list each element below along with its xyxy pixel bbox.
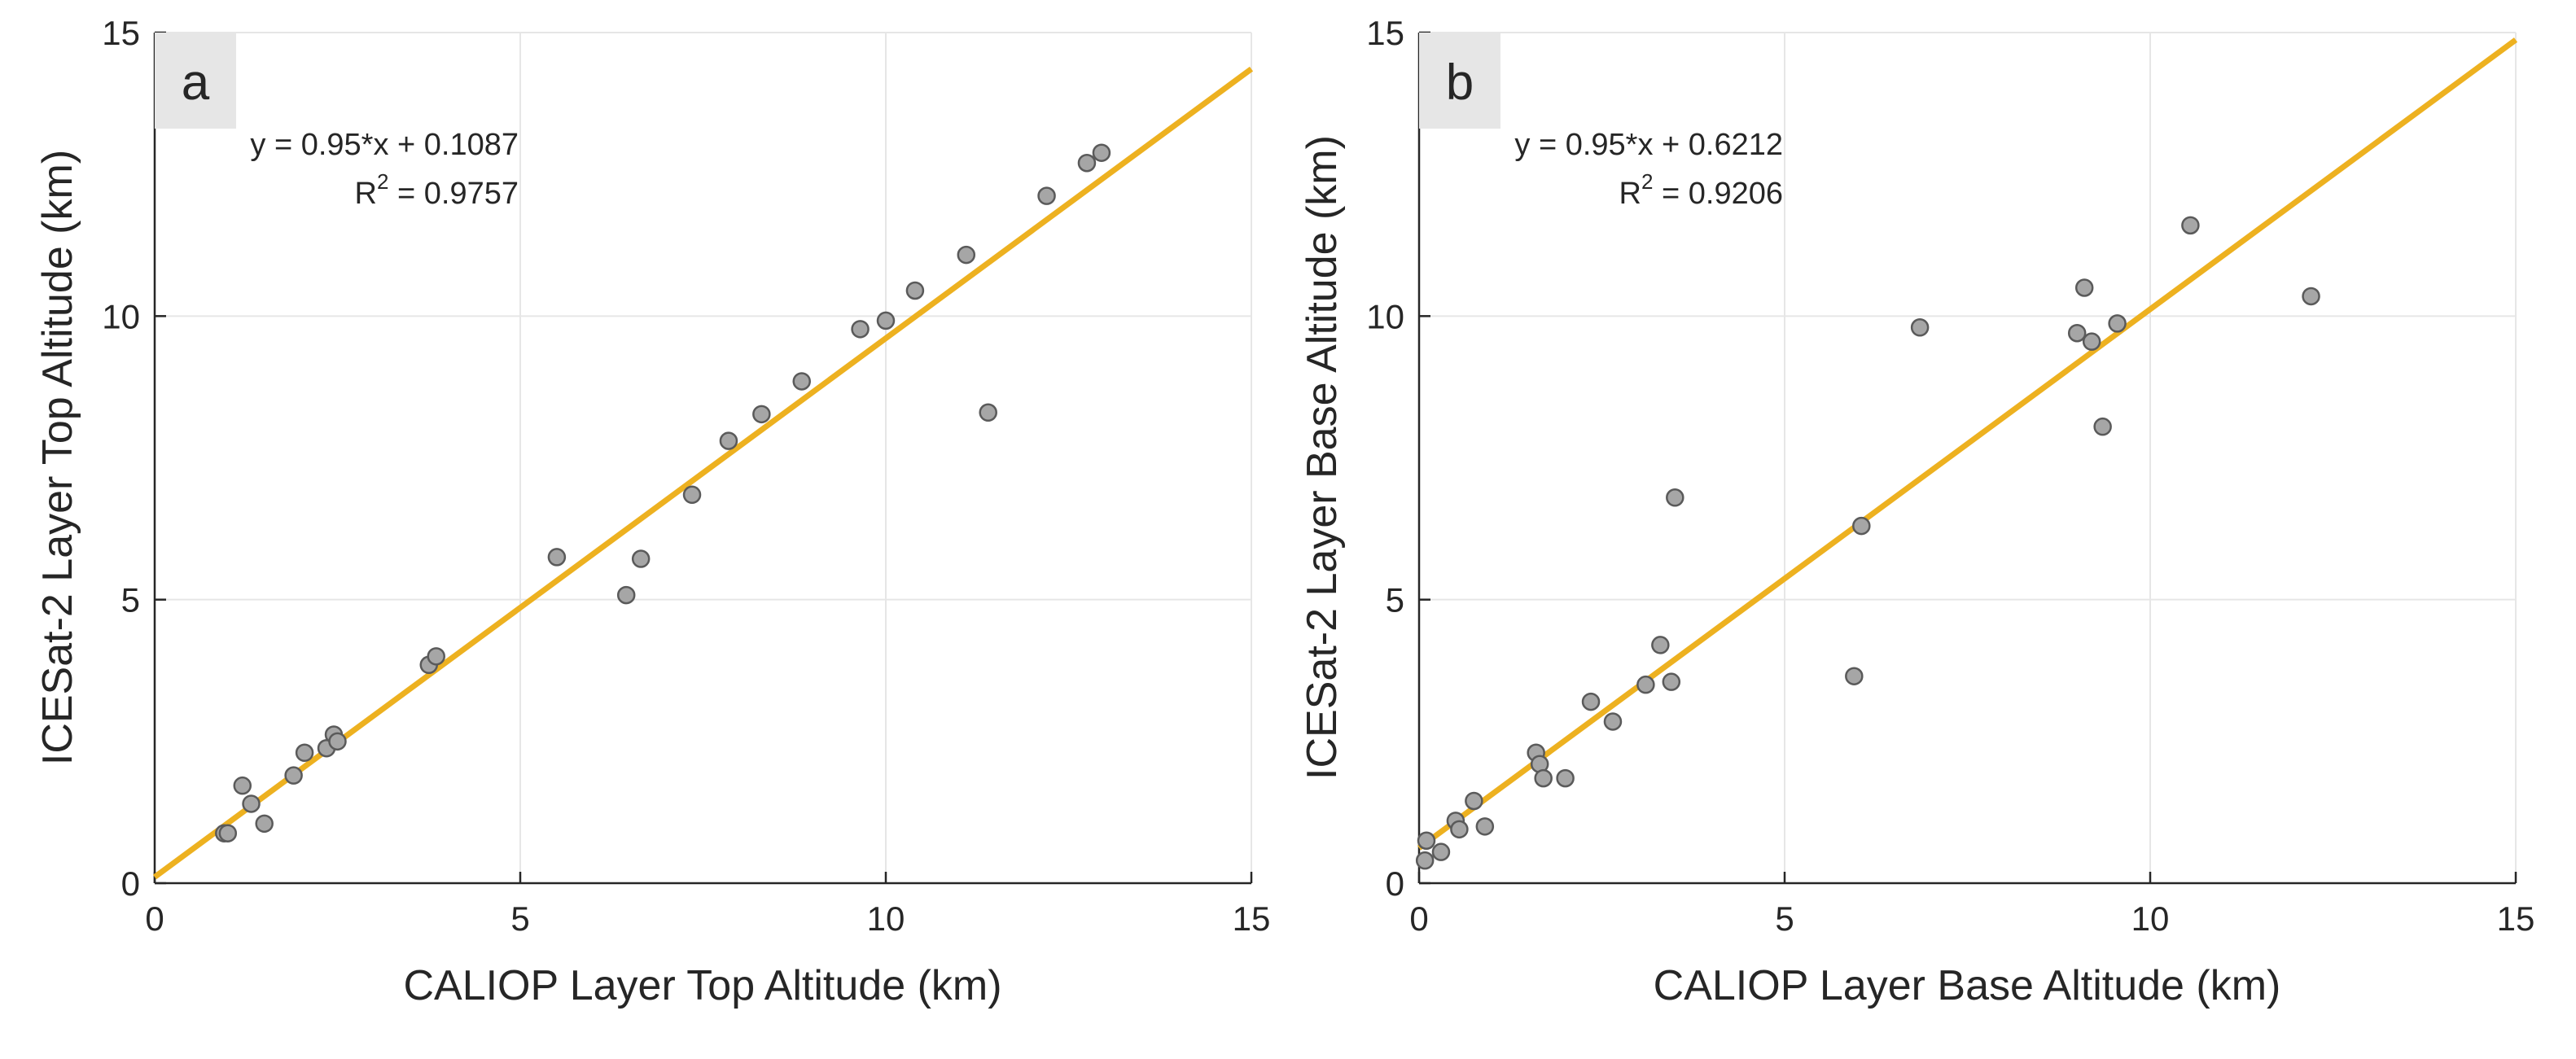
panel-letter-box-a: [155, 33, 236, 129]
data-point-a-9: [328, 732, 347, 751]
points-b: [1415, 216, 2320, 870]
fit-equation-a: y = 0.95*x + 0.1087: [250, 128, 519, 162]
panel-a: 0 5 10 15 0 5 10 15 a y = 0.95*x + 0.1087 R2 = …: [34, 14, 1270, 1009]
x-tick-label-a-1: 5: [510, 899, 529, 938]
data-point-a-6: [295, 743, 314, 763]
data-point-a-16: [719, 431, 738, 450]
r-squared-label-b: R: [1619, 177, 1641, 211]
data-point-a-17: [752, 405, 771, 424]
r-squared-value-a: = 0.9757: [388, 177, 519, 211]
data-point-b-19: [1910, 318, 1930, 337]
data-point-b-1: [1417, 831, 1436, 850]
x-tick-label-b-2: 10: [2131, 899, 2170, 938]
data-point-b-25: [2181, 216, 2200, 235]
grid-a: [155, 32, 1252, 883]
y-tick-label-b-0: 0: [1386, 864, 1404, 903]
data-point-a-22: [957, 245, 976, 265]
data-point-b-21: [2074, 278, 2094, 297]
x-axis-label-b: CALIOP Layer Base Altitude (km): [1654, 962, 2281, 1009]
data-point-a-2: [233, 776, 252, 795]
data-point-b-13: [1636, 675, 1655, 694]
data-point-b-6: [1475, 817, 1495, 836]
y-tick-label-a-1: 5: [121, 581, 140, 619]
data-point-b-24: [2108, 314, 2127, 333]
x-tick-label-a-3: 15: [1233, 899, 1271, 938]
x-tick-label-b-3: 15: [2497, 899, 2535, 938]
data-point-b-2: [1431, 842, 1451, 861]
y-tick-label-a-2: 10: [102, 297, 140, 335]
data-point-b-0: [1415, 851, 1435, 870]
data-point-a-11: [427, 647, 445, 666]
data-point-b-17: [1845, 667, 1864, 685]
grid-b: [1419, 32, 2517, 883]
y-axis-label-b: ICESat-2 Layer Base Altitude (km): [1299, 135, 1346, 780]
ticks-a: 0 5 10 15 0 5 10 15: [102, 14, 1270, 938]
data-point-b-16: [1666, 488, 1684, 507]
panel-letter-a: a: [182, 55, 210, 111]
panel-b: 0 5 10 15 0 5 10 15 b y = 0.95*x + 0.6212 R2 = …: [1299, 14, 2534, 1009]
data-point-a-24: [1037, 186, 1056, 205]
y-tick-label-b-2: 10: [1366, 297, 1404, 335]
data-point-a-1: [218, 824, 238, 842]
data-point-a-23: [979, 403, 997, 422]
data-point-b-4: [1450, 820, 1469, 839]
data-point-a-18: [792, 372, 811, 391]
fit-equation-b: y = 0.95*x + 0.6212: [1514, 128, 1783, 162]
data-point-b-10: [1556, 768, 1575, 788]
data-point-a-12: [547, 548, 567, 567]
data-point-b-12: [1603, 712, 1623, 731]
data-point-b-26: [2302, 287, 2320, 306]
y-tick-label-b-3: 15: [1366, 14, 1404, 52]
y-tick-label-a-3: 15: [102, 14, 140, 52]
r-squared-exp-a: 2: [377, 169, 388, 194]
r-squared-b: R2 = 0.9206: [1619, 169, 1783, 211]
r-squared-label-a: R: [355, 177, 377, 211]
y-tick-label-a-0: 0: [121, 864, 140, 903]
data-point-b-11: [1581, 692, 1601, 711]
data-point-a-25: [1077, 153, 1097, 173]
x-tick-label-a-2: 10: [867, 899, 905, 938]
x-tick-label-b-0: 0: [1409, 899, 1428, 938]
r-squared-a: R2 = 0.9757: [355, 169, 519, 211]
data-point-a-13: [616, 585, 636, 605]
data-point-a-20: [876, 311, 896, 330]
points-a: [215, 143, 1111, 842]
data-point-a-21: [905, 281, 925, 300]
data-point-b-15: [1662, 672, 1681, 691]
data-point-a-4: [255, 814, 274, 834]
panel-letter-box-b: [1419, 33, 1500, 129]
x-tick-label-b-1: 5: [1775, 899, 1794, 938]
data-point-a-26: [1092, 143, 1111, 162]
x-tick-label-a-0: 0: [145, 899, 164, 938]
data-point-b-23: [2093, 417, 2112, 436]
x-axis-label-a: CALIOP Layer Top Altitude (km): [403, 962, 1001, 1009]
data-point-a-5: [284, 766, 303, 785]
data-point-a-3: [242, 794, 261, 813]
r-squared-exp-b: 2: [1641, 169, 1653, 194]
data-point-b-18: [1852, 516, 1871, 536]
r-squared-value-b: = 0.9206: [1653, 177, 1783, 211]
data-point-b-14: [1651, 636, 1670, 654]
data-point-b-22: [2082, 332, 2101, 351]
panel-letter-b: b: [1446, 55, 1474, 111]
data-point-a-19: [851, 320, 870, 339]
data-point-b-5: [1465, 791, 1483, 811]
data-point-b-20: [2067, 323, 2087, 343]
y-tick-label-b-1: 5: [1386, 581, 1404, 619]
data-point-a-14: [631, 549, 651, 568]
data-point-b-9: [1534, 768, 1553, 788]
axes-a: [153, 33, 1251, 885]
fit-line-b: [1417, 37, 2518, 851]
axes-b: [1417, 33, 2516, 885]
ticks-b: 0 5 10 15 0 5 10 15: [1366, 14, 2534, 938]
data-point-a-15: [682, 485, 702, 505]
y-axis-label-a: ICESat-2 Layer Top Altitude (km): [34, 150, 81, 765]
